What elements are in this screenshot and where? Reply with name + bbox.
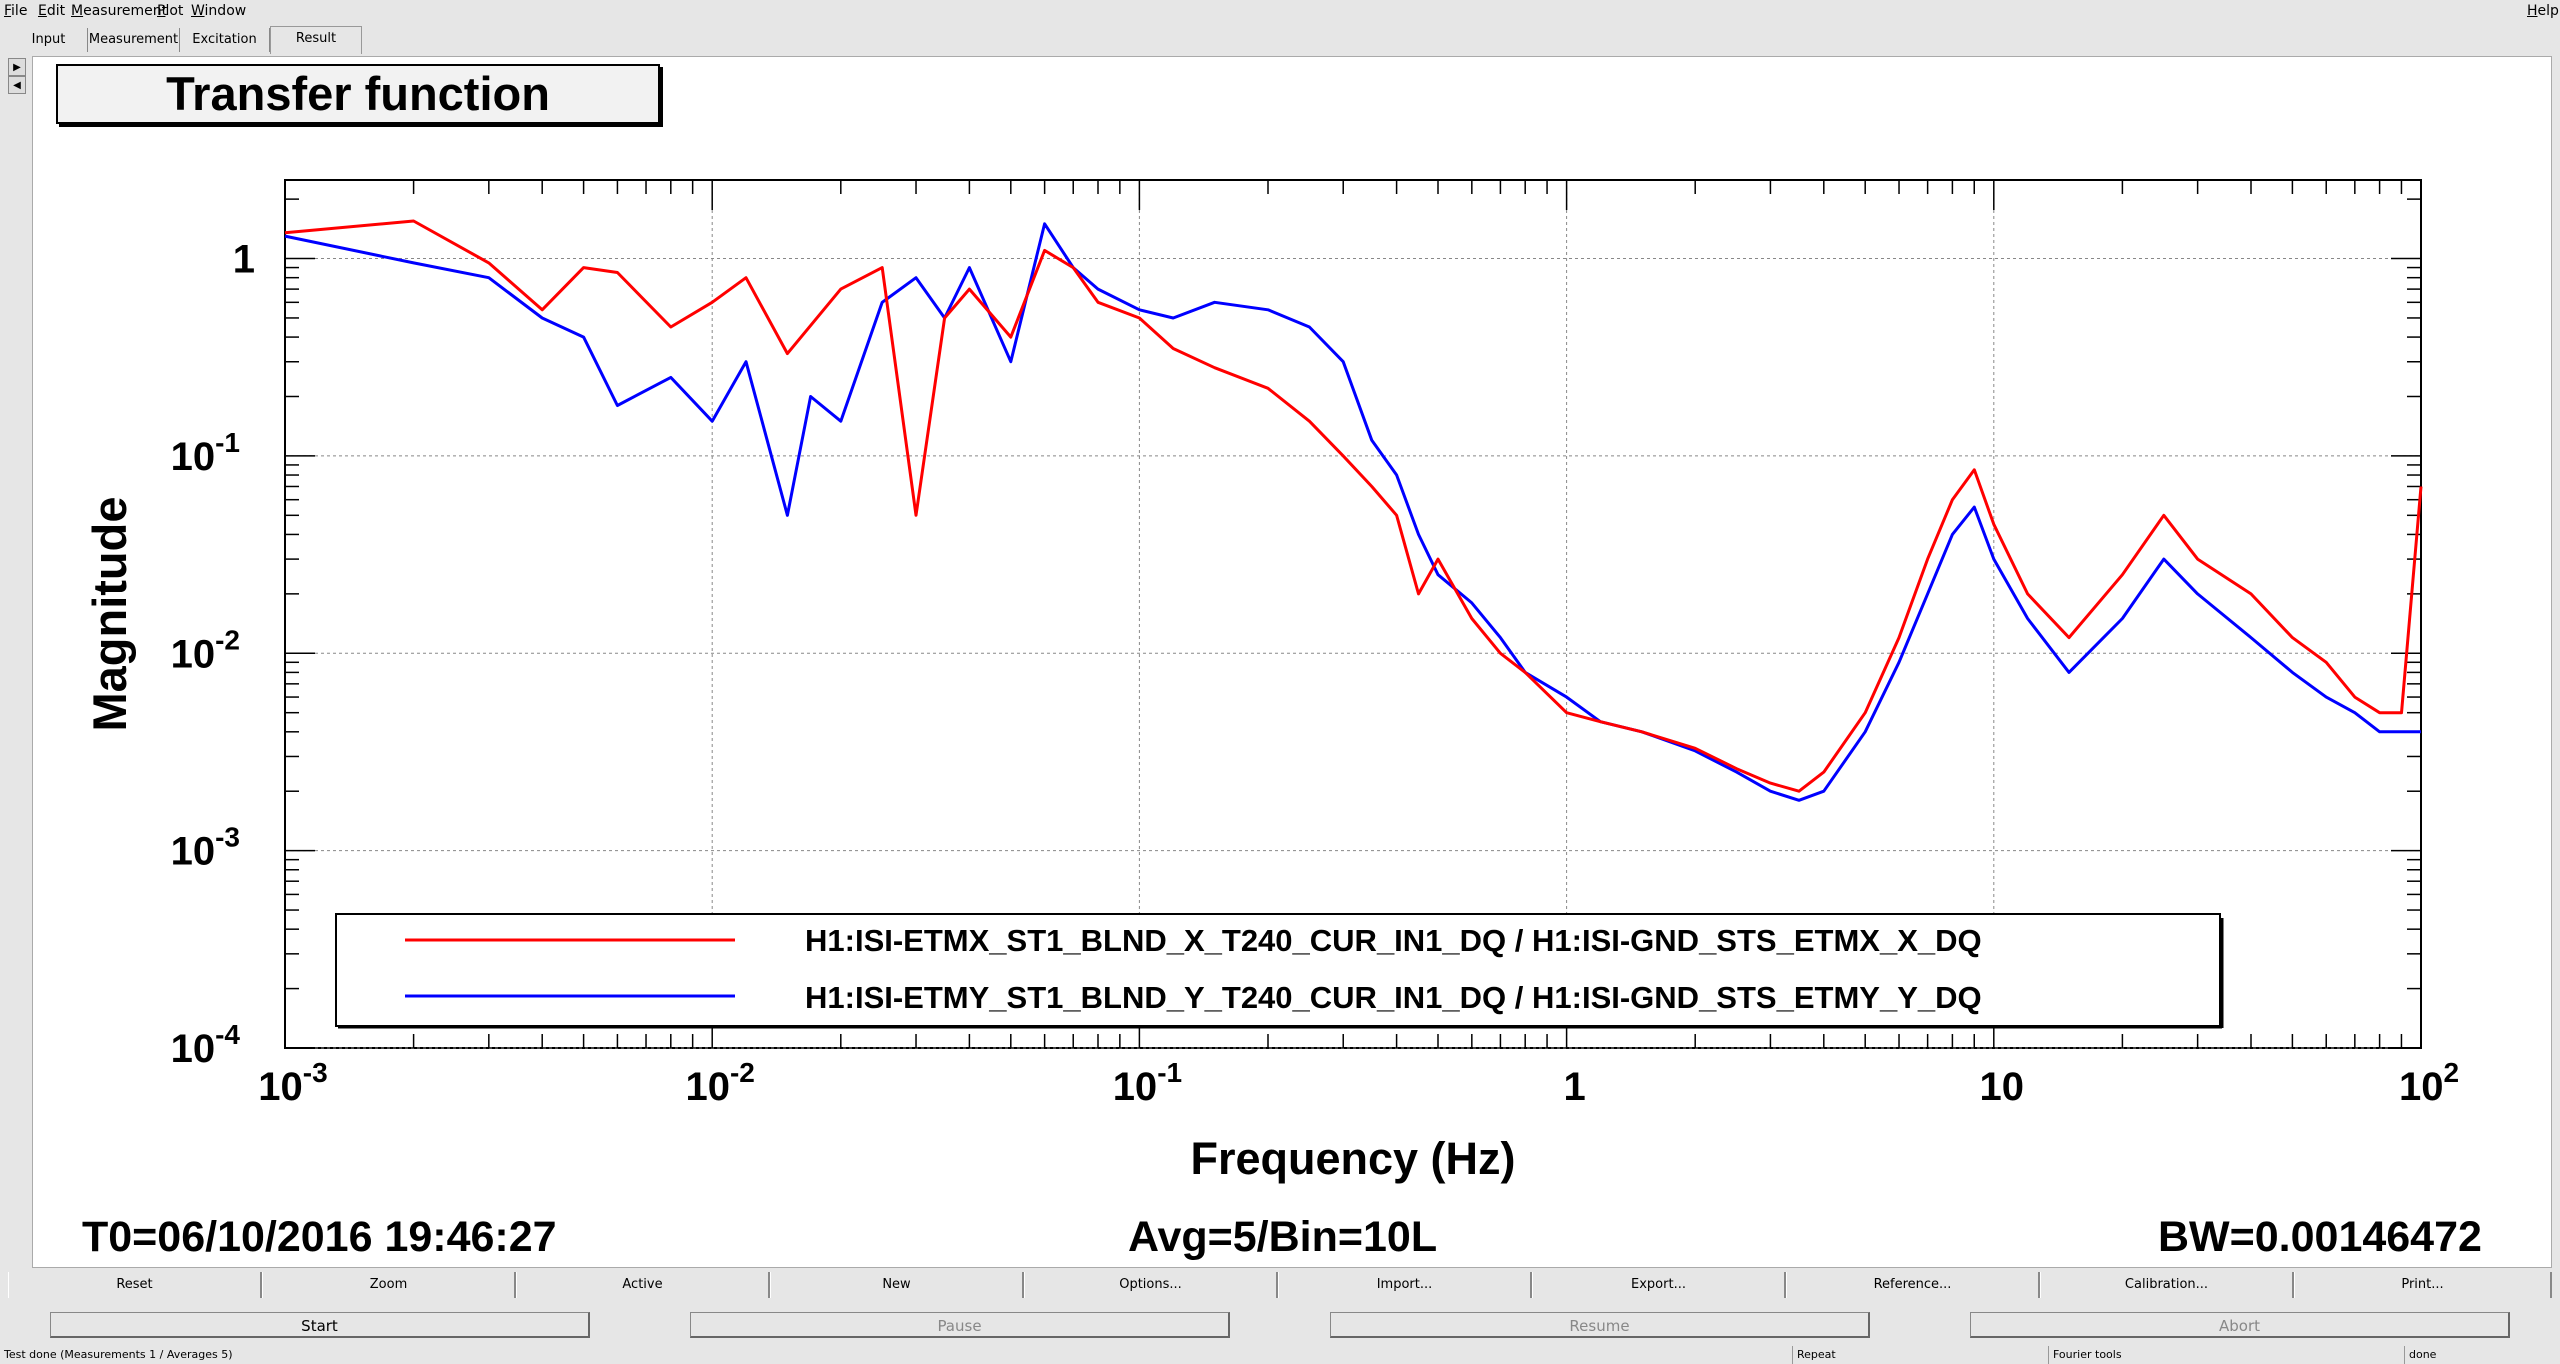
x-axis-label: Frequency (Hz) (1190, 1133, 1515, 1184)
legend-label-series2: H1:ISI-ETMY_ST1_BLND_Y_T240_CUR_IN1_DQ /… (805, 980, 1982, 1015)
y-tick-label: 10-2 (171, 624, 240, 676)
series-line-2 (284, 222, 2421, 802)
x-tick-label: 10 (1980, 1065, 2025, 1109)
plot-ticks (284, 180, 2421, 1049)
resume-button[interactable]: Resume (1330, 1312, 1870, 1338)
tab-excitation[interactable]: Excitation (180, 28, 270, 52)
menu-window[interactable]: Window (191, 3, 247, 19)
plot-grid (285, 180, 2421, 1049)
menu-measurement[interactable]: Measurement (71, 3, 168, 19)
bandwidth-readout: BW=0.00146472 (2158, 1213, 2482, 1261)
new-button[interactable]: New (770, 1272, 1024, 1298)
menu-help[interactable]: Help (2527, 3, 2559, 19)
menu-bar: File Edit Measurement Plot Window Help (0, 0, 2560, 24)
reference-button[interactable]: Reference... (1786, 1272, 2040, 1298)
menu-file[interactable]: File (4, 3, 28, 19)
status-tools: Fourier tools (2048, 1346, 2404, 1364)
print-button[interactable]: Print... (2294, 1272, 2552, 1298)
plot-toolbar: Reset Zoom Active New Options... Import.… (8, 1272, 2552, 1298)
tab-input[interactable]: Input (10, 28, 88, 52)
zoom-button[interactable]: Zoom (262, 1272, 516, 1298)
import-button[interactable]: Import... (1278, 1272, 1532, 1298)
y-axis-label: Magnitude (83, 497, 136, 732)
y-tick-label: 10-1 (171, 427, 240, 479)
t0-readout: T0=06/10/2016 19:46:27 (82, 1213, 557, 1261)
series-line-1 (284, 219, 2423, 793)
tick-labels: 10-3 10-2 10-1 1 10 102 1 10-1 10-2 10-3 10-4 (171, 238, 2459, 1109)
options-button[interactable]: Options... (1024, 1272, 1278, 1298)
run-controls: Start Pause Resume Abort (0, 1312, 2560, 1340)
y-tick-label: 1 (233, 238, 255, 282)
legend: H1:ISI-ETMX_ST1_BLND_X_T240_CUR_IN1_DQ /… (335, 913, 2224, 1029)
y-tick-label: 10-4 (171, 1019, 241, 1071)
transfer-function-plot: 10-3 10-2 10-1 1 10 102 1 10-1 10-2 10-3 10-4 Freq… (83, 179, 2459, 1184)
expand-left-icon[interactable]: ◀ (8, 76, 26, 94)
calibration-button[interactable]: Calibration... (2040, 1272, 2294, 1298)
tab-bar: Input Measurement Excitation Result (0, 26, 2560, 56)
x-tick-label: 10-2 (685, 1057, 754, 1109)
avg-readout: Avg=5/Bin=10L (1128, 1213, 1438, 1261)
legend-label-series1: H1:ISI-ETMX_ST1_BLND_X_T240_CUR_IN1_DQ /… (805, 923, 1982, 958)
pause-button[interactable]: Pause (690, 1312, 1230, 1338)
plot-series (284, 219, 2423, 802)
status-message: Test done (Measurements 1 / Averages 5) (4, 1348, 233, 1361)
x-tick-label: 102 (2399, 1057, 2459, 1109)
expand-right-icon[interactable]: ▶ (8, 58, 26, 76)
tab-measurement[interactable]: Measurement (88, 28, 180, 52)
reset-button[interactable]: Reset (8, 1272, 262, 1298)
tab-result[interactable]: Result (270, 26, 362, 54)
active-button[interactable]: Active (516, 1272, 770, 1298)
start-button[interactable]: Start (50, 1312, 590, 1338)
plot-frame (284, 179, 2422, 1049)
y-tick-label: 10-3 (171, 822, 240, 874)
x-tick-label: 10-1 (1113, 1057, 1182, 1109)
status-bar: Test done (Measurements 1 / Averages 5) … (0, 1346, 2560, 1364)
x-tick-label: 10-3 (258, 1057, 327, 1109)
x-tick-label: 1 (1563, 1065, 1585, 1109)
menu-edit[interactable]: Edit (38, 3, 66, 19)
abort-button[interactable]: Abort (1970, 1312, 2510, 1338)
plot-title: Transfer function (56, 64, 660, 124)
export-button[interactable]: Export... (1532, 1272, 1786, 1298)
menu-plot[interactable]: Plot (157, 3, 184, 19)
status-repeat: Repeat (1792, 1346, 2048, 1364)
status-state: done (2404, 1346, 2560, 1364)
